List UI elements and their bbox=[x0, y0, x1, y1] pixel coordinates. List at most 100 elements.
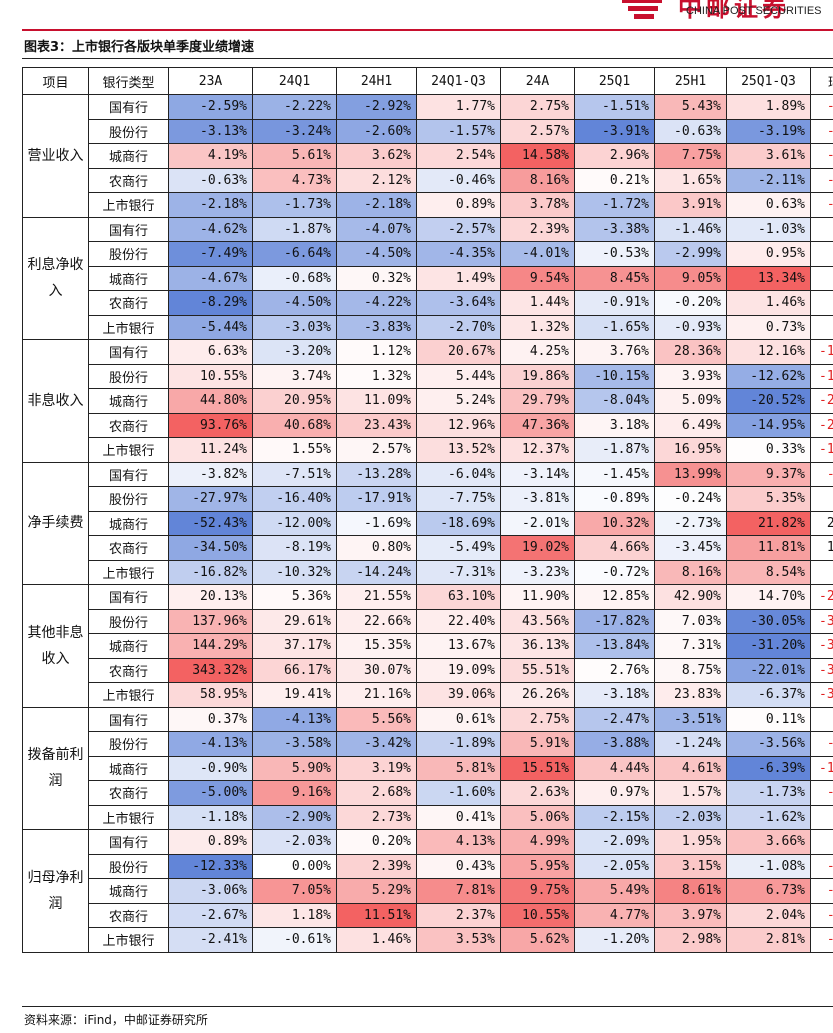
bank-type-cell: 城商行 bbox=[88, 633, 169, 659]
bank-type-cell: 国有行 bbox=[88, 216, 169, 242]
value-cell: 3.18% bbox=[574, 412, 655, 438]
column-header: 24Q1-Q3 bbox=[416, 67, 501, 95]
value-cell: 0.61% bbox=[416, 706, 501, 732]
value-cell: 43.56% bbox=[500, 608, 575, 634]
qoq-cell: -25.61 bbox=[810, 388, 833, 414]
value-cell: -3.42% bbox=[336, 731, 417, 757]
value-cell: 21.55% bbox=[336, 584, 417, 610]
title-rule bbox=[22, 58, 833, 59]
bank-type-cell: 国有行 bbox=[88, 584, 169, 610]
bank-type-cell: 城商行 bbox=[88, 755, 169, 781]
value-cell: -3.24% bbox=[252, 118, 337, 144]
column-header: 25Q1 bbox=[574, 67, 655, 95]
table-row: 城商行 44.80% 20.95% 11.09% 5.24% 29.79% -8.04% 5.… bbox=[23, 388, 833, 414]
value-cell: 0.89% bbox=[416, 192, 501, 218]
value-cell: 37.17% bbox=[252, 633, 337, 659]
value-cell: 22.66% bbox=[336, 608, 417, 634]
value-cell: 5.36% bbox=[252, 584, 337, 610]
value-cell: -4.22% bbox=[336, 290, 417, 316]
value-cell: 2.04% bbox=[726, 902, 811, 928]
column-header: 24A bbox=[500, 67, 575, 95]
value-cell: 8.75% bbox=[654, 657, 727, 683]
value-cell: 9.05% bbox=[654, 265, 727, 291]
value-cell: 5.43% bbox=[654, 94, 727, 120]
value-cell: 5.90% bbox=[252, 755, 337, 781]
bank-type-cell: 上市银行 bbox=[88, 927, 169, 953]
value-cell: -2.59% bbox=[168, 94, 253, 120]
table-row: 股份行 -12.33% 0.00% 2.39% 0.43% 5.95% -2.05% 3.15… bbox=[23, 853, 833, 879]
value-cell: -0.89% bbox=[574, 486, 655, 512]
table-row: 农商行 93.76% 40.68% 23.43% 12.96% 47.36% 3.18% 6.… bbox=[23, 412, 833, 438]
value-cell: 1.57% bbox=[654, 780, 727, 806]
value-cell: 93.76% bbox=[168, 412, 253, 438]
value-cell: -13.84% bbox=[574, 633, 655, 659]
table-row: 农商行 343.32% 66.17% 30.07% 19.09% 55.51% 2.76% 8… bbox=[23, 657, 833, 683]
value-cell: -12.62% bbox=[726, 363, 811, 389]
value-cell: -3.56% bbox=[726, 731, 811, 757]
value-cell: -0.68% bbox=[252, 265, 337, 291]
value-cell: 1.46% bbox=[726, 290, 811, 316]
value-cell: 20.95% bbox=[252, 388, 337, 414]
value-cell: 4.13% bbox=[416, 829, 501, 855]
qoq-cell: -3.29 bbox=[810, 780, 833, 806]
value-cell: -3.19% bbox=[726, 118, 811, 144]
value-cell: 12.37% bbox=[500, 437, 575, 463]
value-cell: -1.51% bbox=[574, 94, 655, 120]
bank-type-cell: 股份行 bbox=[88, 118, 169, 144]
table-row: 上市银行 -2.41% -0.61% 1.46% 3.53% 5.62% -1.20% 2.9… bbox=[23, 927, 833, 953]
value-cell: 2.73% bbox=[336, 804, 417, 830]
value-cell: 9.37% bbox=[726, 461, 811, 487]
value-cell: -3.38% bbox=[574, 216, 655, 242]
value-cell: 3.62% bbox=[336, 143, 417, 169]
bank-type-cell: 城商行 bbox=[88, 265, 169, 291]
section-label: 非息收入 bbox=[22, 339, 89, 463]
value-cell: -31.20% bbox=[726, 633, 811, 659]
value-cell: -0.72% bbox=[574, 559, 655, 585]
qoq-cell: -11.00 bbox=[810, 755, 833, 781]
qoq-cell: 1.66 bbox=[810, 314, 833, 340]
value-cell: 5.62% bbox=[500, 927, 575, 953]
value-cell: -3.20% bbox=[252, 339, 337, 365]
value-cell: -2.22% bbox=[252, 94, 337, 120]
value-cell: -1.57% bbox=[416, 118, 501, 144]
section-label: 净手续费 bbox=[22, 461, 89, 585]
value-cell: 5.61% bbox=[252, 143, 337, 169]
value-cell: 0.89% bbox=[168, 829, 253, 855]
value-cell: 4.99% bbox=[500, 829, 575, 855]
value-cell: -4.13% bbox=[168, 731, 253, 757]
value-cell: 11.90% bbox=[500, 584, 575, 610]
value-cell: 19.09% bbox=[416, 657, 501, 683]
qoq-cell: -30.75 bbox=[810, 657, 833, 683]
value-cell: 11.24% bbox=[168, 437, 253, 463]
value-cell: 3.61% bbox=[726, 143, 811, 169]
performance-table: 项目 银行类型 23A 24Q1 24H1 24Q1-Q3 24A 25Q1 25H1 25Q1-… bbox=[22, 67, 833, 953]
value-cell: 5.49% bbox=[574, 878, 655, 904]
qoq-cell: -4.22 bbox=[810, 853, 833, 879]
value-cell: 7.03% bbox=[654, 608, 727, 634]
bank-type-cell: 农商行 bbox=[88, 167, 169, 193]
value-cell: -4.50% bbox=[252, 290, 337, 316]
value-cell: 7.05% bbox=[252, 878, 337, 904]
value-cell: 0.37% bbox=[168, 706, 253, 732]
value-cell: 2.63% bbox=[500, 780, 575, 806]
figure-title: 图表3：上市银行各版块单季度业绩增速 bbox=[24, 40, 255, 55]
column-header: 24Q1 bbox=[252, 67, 337, 95]
value-cell: 0.00% bbox=[252, 853, 337, 879]
value-cell: -0.53% bbox=[574, 241, 655, 267]
value-cell: 1.65% bbox=[654, 167, 727, 193]
bank-type-cell: 上市银行 bbox=[88, 437, 169, 463]
value-cell: -17.82% bbox=[574, 608, 655, 634]
qoq-cell: 24.55 bbox=[810, 510, 833, 536]
qoq-cell: -3.76 bbox=[810, 167, 833, 193]
value-cell: 8.45% bbox=[574, 265, 655, 291]
value-cell: -5.00% bbox=[168, 780, 253, 806]
value-cell: 11.81% bbox=[726, 535, 811, 561]
qoq-cell: -2.32 bbox=[810, 731, 833, 757]
qoq-cell: 15.26 bbox=[810, 535, 833, 561]
table-row: 上市银行 -2.18% -1.73% -2.18% 0.89% 3.78% -1.72% 3.… bbox=[23, 192, 833, 218]
value-cell: 1.55% bbox=[252, 437, 337, 463]
value-cell: -3.14% bbox=[500, 461, 575, 487]
value-cell: -1.45% bbox=[574, 461, 655, 487]
qoq-cell: -1.92 bbox=[810, 902, 833, 928]
value-cell: 6.73% bbox=[726, 878, 811, 904]
